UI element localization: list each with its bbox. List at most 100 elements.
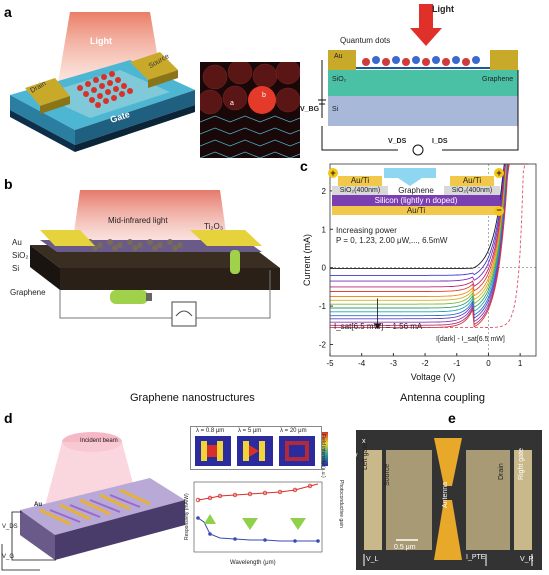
increasing-power-label: Increasing power bbox=[336, 226, 397, 235]
meter bbox=[171, 301, 197, 327]
sio2-label-b: SiO₂ bbox=[12, 251, 29, 260]
au-right-b bbox=[190, 230, 262, 246]
plot-ylabel-right-d: Photoconductive gain bbox=[338, 480, 344, 528]
au-label-schematic: Au bbox=[334, 53, 343, 60]
map-20 bbox=[279, 436, 315, 466]
x-axis-label: Voltage (V) bbox=[411, 372, 456, 382]
plot-ylabel-left-d: Responsivity (mA/W) bbox=[184, 493, 190, 540]
iv-curve bbox=[330, 163, 527, 269]
x-tick-label: -1 bbox=[453, 359, 461, 368]
power-list-label: P = 0, 1.23, 2.00 μW,..., 6.5mW bbox=[336, 236, 448, 245]
au-label-d: Au bbox=[34, 502, 42, 508]
vbg-label: V_BG bbox=[300, 106, 320, 113]
incident-label: Incident beam bbox=[80, 438, 118, 444]
schematic-dots bbox=[362, 56, 480, 66]
y-axis-label: Current (mA) bbox=[302, 234, 312, 286]
panel-c-chart: -5 -4 -3 -2 -1 0 1 -2 -1 0 1 2 Voltage (V) Current (m… bbox=[302, 163, 537, 382]
map-label-1: λ = 0.8 μm bbox=[196, 428, 225, 434]
graphene-c: Graphene bbox=[398, 186, 434, 195]
y-tick-label: -2 bbox=[319, 340, 327, 349]
right-gate bbox=[514, 450, 532, 550]
stack-diagram: Au/Ti Au/Ti + + SiO₂(400nm) SiO₂(400nm) … bbox=[328, 168, 504, 216]
si-label-d: Si bbox=[170, 540, 176, 546]
panel-label-b: b bbox=[4, 176, 13, 192]
panel-b-device bbox=[30, 190, 280, 327]
battery-small bbox=[230, 250, 240, 274]
si-label-b: Si bbox=[12, 264, 20, 273]
isat-label: I_sat[6.5 mW] = 1.56 mA bbox=[334, 322, 423, 331]
sio2-right-c: SiO₂(400nm) bbox=[444, 186, 500, 195]
plot-frame bbox=[329, 163, 537, 357]
iv-curve bbox=[330, 163, 527, 323]
sio2-left-c: SiO₂(400nm) bbox=[332, 186, 388, 195]
electrode-fingers bbox=[39, 488, 151, 526]
schematic-au-left bbox=[328, 50, 356, 70]
panel-label-d: d bbox=[4, 410, 13, 426]
ti2o3-particles bbox=[87, 239, 183, 251]
section-title-right: Antenna coupling bbox=[400, 392, 486, 404]
plus-left: + bbox=[328, 168, 338, 178]
drain-label-e: Drain bbox=[498, 463, 505, 480]
panel-a-schematic bbox=[318, 4, 519, 156]
light-label-a: Light bbox=[90, 36, 112, 46]
vg-label-d: V_G bbox=[2, 554, 15, 560]
ipte-label: I_PTE bbox=[466, 554, 486, 561]
drain-pad bbox=[466, 450, 510, 550]
schematic-si bbox=[328, 96, 518, 126]
x-tick-label: 1 bbox=[518, 359, 523, 368]
x-tick-label: -2 bbox=[422, 359, 430, 368]
iv-curve bbox=[330, 163, 527, 301]
field-maps bbox=[190, 426, 322, 470]
vds-label-d: V_DS bbox=[2, 524, 18, 530]
iv-curve bbox=[330, 163, 527, 276]
light-arrow-head bbox=[410, 28, 442, 46]
panel-a-inset bbox=[200, 62, 300, 158]
sio2-label-a: SiO₂ bbox=[14, 128, 27, 134]
colorbar bbox=[322, 432, 328, 466]
x-tick-label: -5 bbox=[326, 359, 334, 368]
vr-label: V_R bbox=[520, 556, 534, 563]
sio2-label-schematic: SiO₂ bbox=[332, 76, 347, 83]
inset-label-b: b bbox=[262, 92, 266, 99]
light-indicator bbox=[384, 168, 436, 178]
panel-d-plot bbox=[193, 481, 323, 553]
left-gate bbox=[364, 450, 382, 550]
colorbar-label: Field intensity (a.u.) bbox=[320, 434, 326, 478]
graphene-label-b: Graphene bbox=[10, 288, 46, 297]
panel-e-image bbox=[356, 430, 542, 570]
panel-label-c: c bbox=[300, 158, 308, 174]
ids-label: I_DS bbox=[432, 138, 448, 145]
iv-curve bbox=[330, 163, 527, 288]
au-label-b: Au bbox=[12, 238, 22, 247]
iv-curve bbox=[330, 163, 527, 292]
schematic-au-right bbox=[490, 50, 518, 70]
dark-minus-isat-curve bbox=[330, 163, 529, 329]
scale-label-e: 0.5 μm bbox=[394, 544, 416, 551]
iv-curve bbox=[330, 163, 527, 282]
axis-y-e: y bbox=[354, 452, 358, 459]
axis-x-e: x bbox=[362, 438, 366, 445]
battery bbox=[110, 290, 148, 304]
panel-label-e: e bbox=[448, 410, 456, 426]
x-tick-label: -3 bbox=[390, 359, 398, 368]
schematic-sio2 bbox=[328, 70, 518, 96]
vl-label: V_L bbox=[366, 556, 379, 563]
map-0-8 bbox=[195, 436, 231, 466]
iv-curve bbox=[330, 163, 527, 305]
mid-ir-label: Mid-infrared light bbox=[108, 216, 168, 225]
ti2o3-label: Ti₂O₃ bbox=[204, 222, 223, 231]
drain-electrode bbox=[25, 78, 70, 106]
x-tick-label: -4 bbox=[358, 359, 366, 368]
iv-curve bbox=[330, 163, 527, 313]
y-tick-label: 1 bbox=[322, 225, 327, 234]
source-electrode bbox=[130, 52, 178, 80]
antenna-shape bbox=[434, 438, 462, 560]
x-tick-label: 0 bbox=[486, 359, 491, 368]
right-gate-label: Right gate bbox=[518, 448, 525, 480]
inset-label-a: a bbox=[230, 100, 234, 107]
au-ti-left: Au/Ti bbox=[338, 176, 382, 186]
power-arrow-head bbox=[374, 323, 381, 330]
panel-a-device bbox=[10, 12, 195, 152]
left-gate-label: Left gate bbox=[362, 442, 369, 470]
si-label-a: Si bbox=[14, 138, 20, 144]
